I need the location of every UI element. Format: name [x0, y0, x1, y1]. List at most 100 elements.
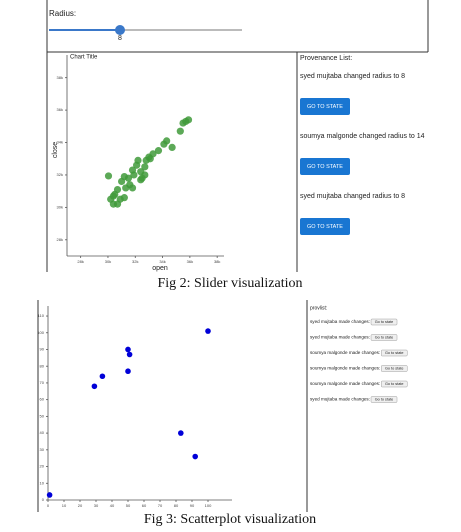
y-tick-label: 40 — [40, 430, 45, 435]
point — [163, 137, 171, 145]
list-title: provlist: — [310, 305, 327, 311]
x-tick-label: 34k — [159, 259, 165, 264]
button[interactable] — [300, 98, 350, 115]
list-entry: soumya malgonde changed radius to 14 — [300, 133, 425, 140]
y-tick-label: 0 — [42, 497, 45, 502]
button-label: Go to state — [375, 336, 394, 340]
y-tick-label: 34k — [57, 140, 63, 145]
slider-thumb[interactable] — [115, 25, 125, 35]
y-tick-label: 80 — [40, 363, 45, 368]
x-tick-label: 0 — [47, 503, 50, 508]
x-tick-label: 80 — [174, 503, 179, 508]
button[interactable] — [381, 349, 408, 357]
y-tick-label: 100 — [37, 330, 44, 335]
point — [178, 430, 184, 436]
x-tick-label: 40 — [110, 503, 115, 508]
slider-label: Radius: — [49, 9, 76, 18]
slider-value: 8 — [118, 35, 122, 42]
point — [128, 184, 137, 192]
point — [125, 368, 131, 375]
button-label: GO TO STATE — [307, 164, 343, 170]
point — [130, 171, 138, 179]
x-tick-label: 36k — [187, 259, 193, 264]
y-tick-label: 90 — [40, 347, 45, 352]
caption: Fig 3: Scatterplot visualization — [144, 512, 316, 527]
point — [168, 143, 176, 151]
button[interactable] — [381, 380, 408, 388]
y-tick-label: 50 — [40, 413, 45, 418]
button-label: Go to state — [385, 367, 404, 371]
x-tick-label: 38k — [214, 259, 220, 264]
y-tick-label: 38k — [57, 75, 63, 80]
x-tick-label: 90 — [190, 503, 195, 508]
button-label: Go to state — [385, 351, 404, 355]
y-tick-label: 70 — [40, 380, 45, 385]
x-tick-label: 30 — [94, 503, 99, 508]
x-tick-label: 28k — [77, 259, 83, 264]
list-entry: syed mujtaba made changes: — [310, 335, 370, 340]
button-label: Go to state — [375, 398, 394, 402]
x-tick-label: 100 — [205, 503, 212, 508]
x-tick-label: 20 — [78, 503, 83, 508]
y-tick-label: 60 — [40, 397, 45, 402]
y-tick-label: 28k — [57, 237, 63, 242]
point — [192, 453, 198, 460]
list-entry: syed mujtaba changed radius to 8 — [300, 193, 405, 200]
y-tick-label: 20 — [40, 464, 45, 469]
point — [137, 176, 145, 184]
button[interactable] — [300, 218, 350, 235]
point — [141, 171, 149, 179]
button-label: GO TO STATE — [307, 224, 343, 230]
caption: Fig 2: Slider visualization — [157, 276, 302, 291]
point — [176, 127, 184, 135]
point — [154, 147, 163, 155]
x-tick-label: 10 — [62, 503, 67, 508]
x-axis-label: open — [152, 265, 168, 272]
list-title: Provenance List: — [300, 55, 352, 62]
x-tick-label: 60 — [142, 503, 147, 508]
point — [120, 194, 128, 202]
point — [113, 200, 122, 208]
list-entry: soumya malgonde made changes: — [310, 366, 380, 371]
point — [126, 351, 133, 358]
list-entry: soumya malgonde made changes: — [310, 350, 380, 355]
y-tick-label: 30 — [40, 447, 45, 452]
x-tick-label: 32k — [132, 259, 138, 264]
button-label: Go to state — [375, 320, 394, 324]
y-tick-label: 30k — [57, 204, 63, 209]
x-tick-label: 70 — [158, 503, 163, 508]
point — [125, 346, 131, 353]
y-tick-label: 32k — [57, 172, 63, 177]
button[interactable] — [370, 318, 398, 326]
y-tick-label: 36k — [57, 107, 63, 112]
list-entry: soumya malgonde made changes: — [310, 381, 380, 386]
point — [113, 185, 122, 194]
button[interactable] — [370, 334, 398, 341]
button-label: GO TO STATE — [307, 104, 343, 110]
y-tick-label: 10 — [40, 480, 45, 485]
list-entry: syed mujtaba made changes: — [310, 397, 370, 402]
point — [46, 492, 53, 498]
point — [124, 174, 133, 182]
chart-title: Chart Title — [70, 55, 98, 61]
x-tick-label: 50 — [126, 503, 131, 508]
point — [104, 172, 113, 180]
point — [149, 150, 157, 158]
x-tick-label: 30k — [105, 259, 111, 264]
point — [134, 156, 142, 164]
button-label: Go to state — [385, 382, 404, 386]
point — [141, 163, 149, 171]
y-tick-label: 110 — [38, 313, 45, 318]
point — [91, 383, 98, 390]
y-axis-label: close — [52, 142, 59, 158]
button[interactable] — [381, 365, 408, 372]
list-entry: syed mujtaba made changes: — [310, 319, 370, 324]
point — [99, 373, 106, 380]
list-entry: syed mujtaba changed radius to 8 — [300, 73, 405, 80]
point — [109, 192, 118, 200]
button[interactable] — [370, 396, 398, 403]
point — [205, 328, 211, 334]
point — [184, 116, 193, 124]
button[interactable] — [300, 158, 350, 175]
